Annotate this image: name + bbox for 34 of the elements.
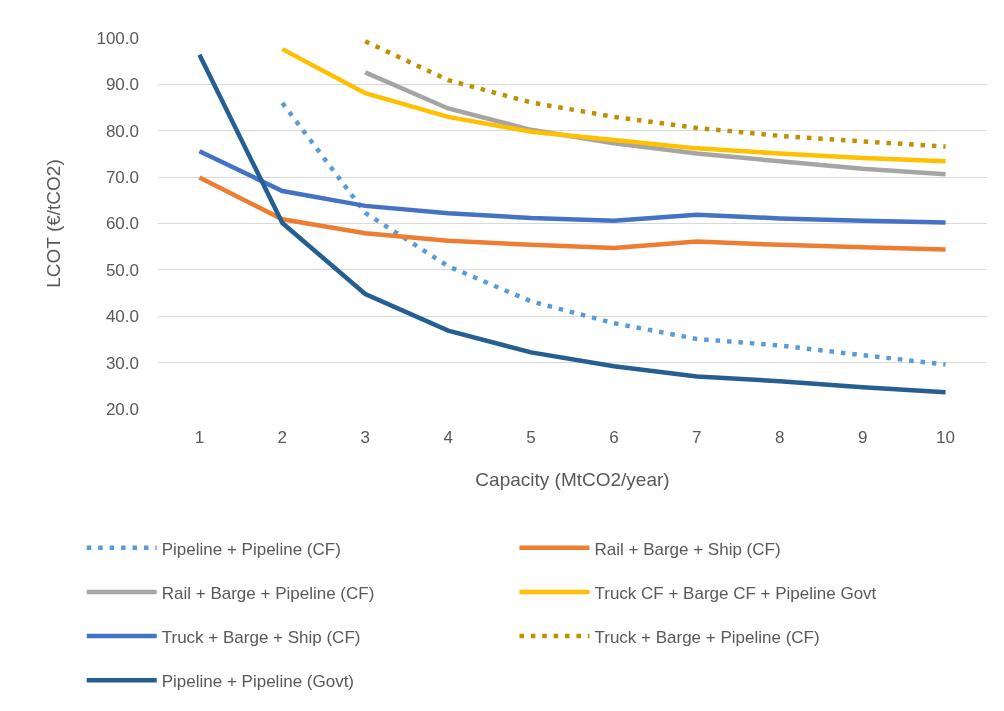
x-tick-label: 2 xyxy=(277,428,288,447)
legend-label: Truck + Barge + Ship (CF) xyxy=(161,627,361,647)
x-tick-label: 6 xyxy=(609,428,619,447)
line-series xyxy=(280,46,948,164)
line-series xyxy=(280,100,948,367)
legend-label: Pipeline + Pipeline (Govt) xyxy=(161,671,355,691)
y-tick-label: 80.0 xyxy=(105,121,139,141)
line-series xyxy=(197,148,948,225)
x-tick-label: 9 xyxy=(857,428,868,447)
x-tick-label: 8 xyxy=(775,428,785,447)
x-tick-label: 5 xyxy=(526,428,536,447)
x-axis-title: Capacity (MtCO2/year) xyxy=(475,468,670,490)
y-tick-label: 40.0 xyxy=(105,307,139,327)
x-tick-label: 1 xyxy=(194,428,205,447)
line-series xyxy=(197,52,948,395)
x-tick-label: 3 xyxy=(360,428,370,447)
legend-label: Rail + Barge + Ship (CF) xyxy=(594,539,781,559)
y-tick-label: 100.0 xyxy=(96,28,139,48)
legend-label: Pipeline + Pipeline (CF) xyxy=(161,539,341,559)
y-tick-label: 50.0 xyxy=(105,260,139,280)
line-series xyxy=(363,39,948,149)
x-tick-label: 4 xyxy=(443,428,453,447)
x-tick-label: 7 xyxy=(692,428,702,447)
y-tick-label: 30.0 xyxy=(105,353,139,373)
y-tick-label: 90.0 xyxy=(105,75,139,95)
line-series xyxy=(197,175,948,252)
legend-label: Truck + Barge + Pipeline (CF) xyxy=(594,627,820,647)
y-tick-label: 20.0 xyxy=(105,399,139,419)
y-axis-title: LCOT (€/tCO2) xyxy=(43,159,65,288)
legend-label: Truck CF + Barge CF + Pipeline Govt xyxy=(594,583,877,603)
y-tick-label: 60.0 xyxy=(105,214,139,234)
x-tick-label: 10 xyxy=(936,428,956,447)
y-tick-label: 70.0 xyxy=(105,168,139,188)
legend-label: Rail + Barge + Pipeline (CF) xyxy=(161,583,375,603)
